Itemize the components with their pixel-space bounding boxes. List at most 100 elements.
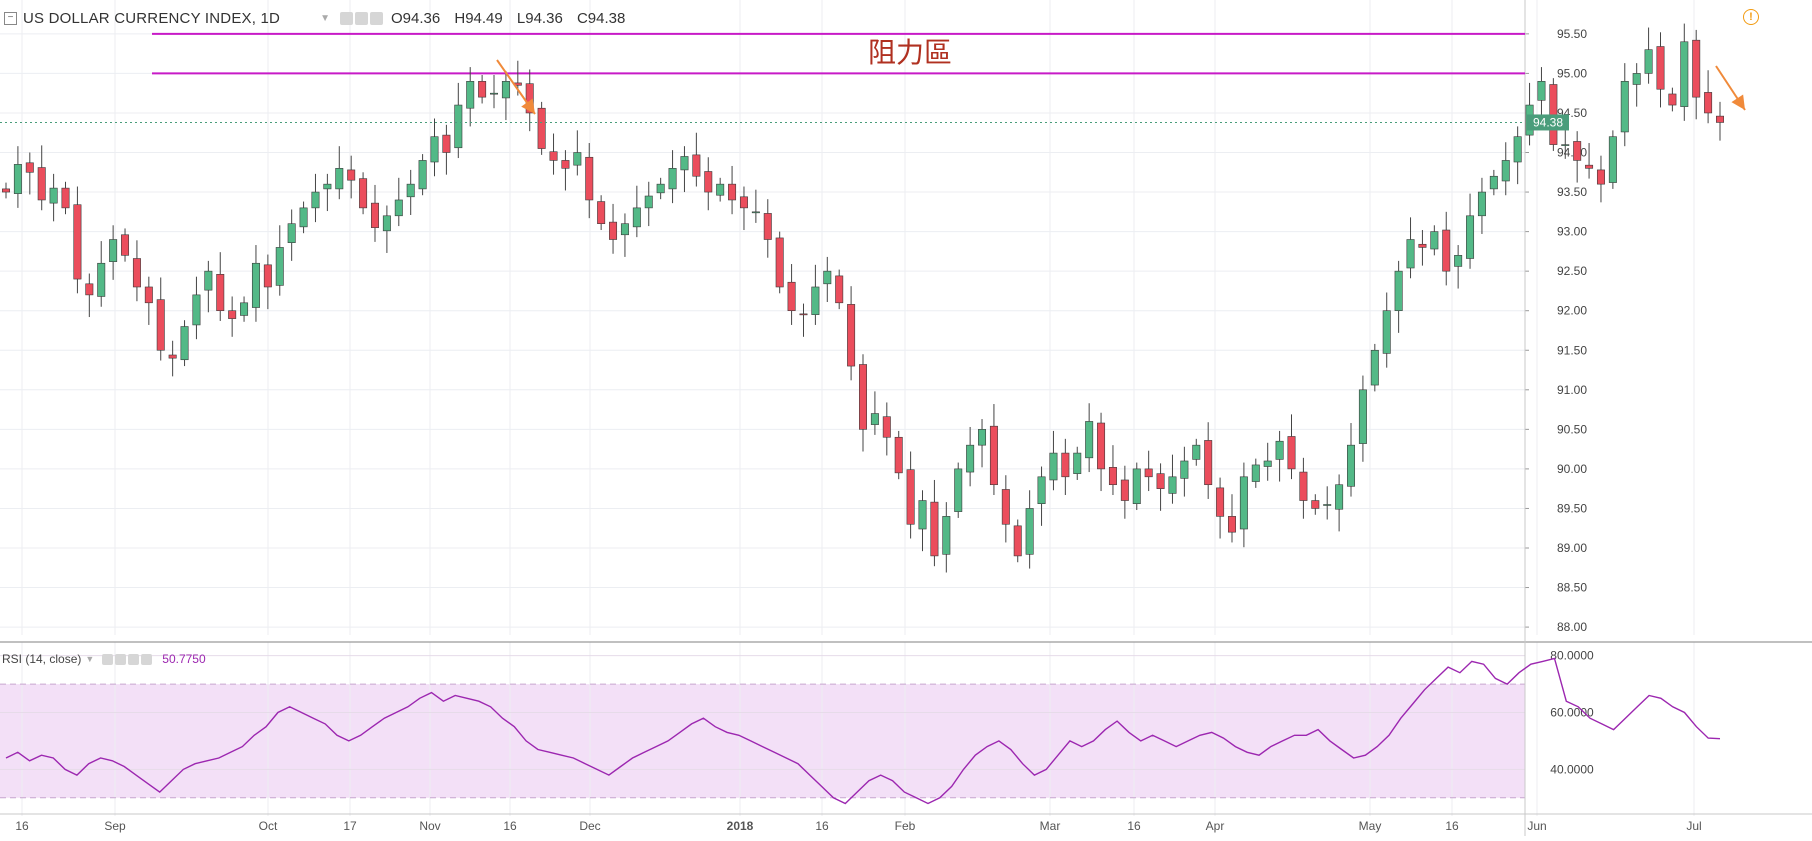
candle [537, 107, 546, 149]
gear-icon[interactable] [354, 11, 368, 25]
candle [942, 516, 951, 555]
y-tick-label: 89.50 [1557, 501, 1587, 515]
candle [501, 81, 510, 99]
candle [1620, 81, 1629, 133]
x-tick-label: Oct [259, 819, 278, 833]
candle [490, 92, 499, 95]
symbol-title[interactable]: US DOLLAR CURRENCY INDEX, 1D [23, 9, 281, 27]
candle [61, 187, 70, 209]
candle [739, 196, 748, 209]
candle [1394, 270, 1403, 312]
gear-icon[interactable] [115, 653, 127, 665]
candle [442, 134, 451, 153]
candle [1704, 92, 1713, 114]
x-tick-label: Sep [104, 819, 126, 833]
chevron-down-icon[interactable]: ▼ [320, 12, 330, 24]
eye-icon[interactable] [339, 11, 353, 25]
candle [1442, 229, 1451, 272]
candle [716, 183, 725, 196]
eye-icon[interactable] [102, 653, 114, 665]
chart-header: − US DOLLAR CURRENCY INDEX, 1D ▼ O94.36 … [0, 6, 635, 30]
candle [1382, 310, 1391, 354]
y-tick-label: 93.00 [1557, 225, 1587, 239]
candle [1537, 81, 1546, 101]
candle [394, 199, 403, 217]
candle [609, 221, 618, 240]
candle [1227, 516, 1236, 533]
candle [144, 286, 153, 304]
candle [859, 364, 867, 430]
ohlc-readout: O94.36 H94.49 L94.36 C94.38 [391, 10, 635, 27]
candle [680, 156, 689, 171]
y-tick-label: 95.50 [1557, 27, 1587, 41]
candle [561, 160, 570, 169]
y-tick-label: 89.00 [1557, 541, 1587, 555]
candle [728, 183, 737, 201]
candle [1013, 525, 1022, 557]
candle [370, 202, 379, 228]
candle [1001, 489, 1010, 525]
candle [180, 326, 189, 361]
candle [156, 299, 165, 351]
candle [1477, 191, 1486, 217]
candle [1489, 175, 1498, 190]
candle [478, 81, 487, 98]
candle [692, 154, 701, 177]
candle [918, 500, 927, 530]
candle [597, 201, 606, 224]
chevron-down-icon[interactable]: ▼ [85, 654, 95, 664]
rsi-y-tick-label: 60.0000 [1550, 706, 1594, 720]
candle [966, 444, 975, 473]
candle [37, 167, 46, 201]
plus-icon[interactable] [128, 653, 140, 665]
candle [49, 187, 58, 204]
candle [1120, 479, 1129, 501]
y-tick-label: 90.00 [1557, 462, 1587, 476]
candle [1608, 136, 1617, 183]
candle [73, 204, 82, 280]
candle [620, 223, 629, 236]
candle [1513, 136, 1522, 163]
candles-group [2, 23, 1724, 573]
candle [1180, 460, 1189, 479]
y-tick-label: 88.00 [1557, 620, 1587, 634]
candle [1596, 169, 1605, 185]
open-value: O94.36 [390, 9, 441, 27]
close-icon[interactable] [141, 653, 153, 665]
rsi-label[interactable]: RSI (14, close) [2, 652, 82, 666]
candle [299, 207, 308, 228]
candle [1108, 467, 1117, 486]
candle [1692, 39, 1701, 98]
candle [2, 188, 10, 193]
candle [85, 283, 94, 296]
candle [787, 281, 796, 312]
low-value: L94.36 [516, 9, 563, 27]
candle [1716, 115, 1724, 123]
candle [430, 136, 439, 163]
candle [263, 264, 272, 288]
resistance-label: 阻力區 [868, 37, 952, 68]
candle [978, 429, 987, 446]
y-tick-label: 92.50 [1557, 264, 1587, 278]
high-value: H94.49 [454, 9, 503, 27]
candle [204, 270, 213, 291]
y-tick-label: 94.00 [1557, 146, 1587, 160]
collapse-icon[interactable]: − [4, 11, 17, 25]
close-icon[interactable] [369, 11, 383, 25]
candle [751, 211, 760, 214]
candle [1204, 440, 1213, 486]
candle [1251, 464, 1260, 482]
candle [1263, 460, 1272, 467]
candle [1239, 476, 1248, 530]
candle [1430, 231, 1439, 250]
x-tick-label: Dec [579, 819, 600, 833]
candle [1097, 422, 1106, 470]
candle [323, 183, 332, 190]
warning-icon[interactable]: ! [1743, 9, 1759, 25]
candle [1049, 452, 1058, 481]
candle [1216, 487, 1225, 517]
rsi-y-tick-label: 80.0000 [1550, 649, 1594, 663]
candle [1168, 476, 1177, 494]
candle [1501, 160, 1510, 182]
